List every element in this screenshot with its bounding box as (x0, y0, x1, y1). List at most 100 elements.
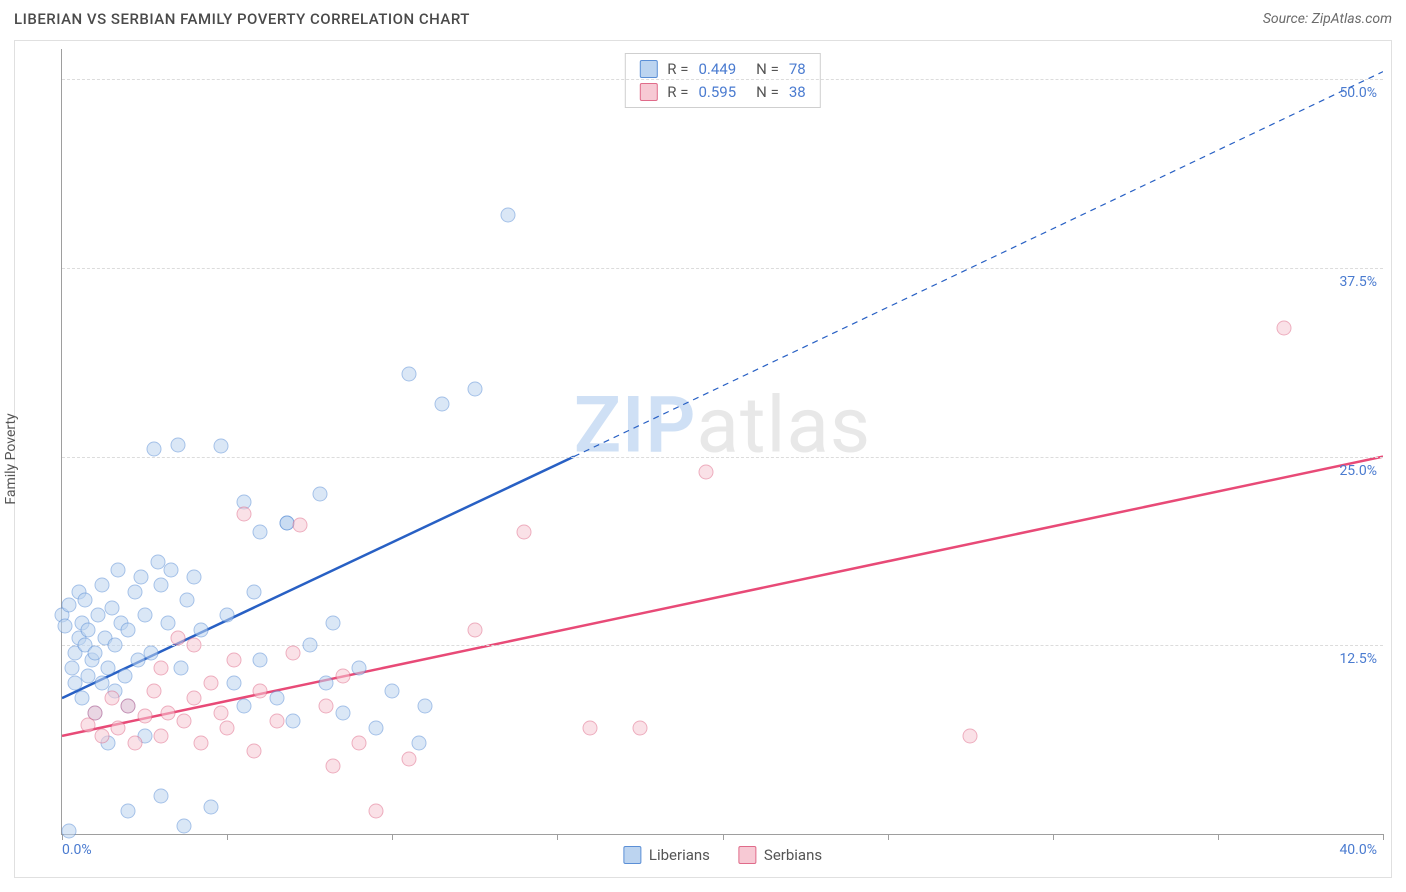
scatter-point (583, 721, 598, 736)
scatter-point (418, 698, 433, 713)
xtick (227, 834, 228, 840)
scatter-point (137, 608, 152, 623)
scatter-point (173, 660, 188, 675)
scatter-point (246, 743, 261, 758)
scatter-point (213, 706, 228, 721)
scatter-point (319, 676, 334, 691)
scatter-point (632, 721, 647, 736)
scatter-point (111, 721, 126, 736)
swatch-series2 (639, 83, 657, 101)
x-max-label: 40.0% (1339, 842, 1377, 858)
scatter-point (312, 487, 327, 502)
scatter-point (368, 721, 383, 736)
scatter-point (226, 653, 241, 668)
scatter-point (154, 728, 169, 743)
scatter-point (121, 804, 136, 819)
scatter-point (467, 623, 482, 638)
scatter-point (187, 570, 202, 585)
scatter-point (137, 709, 152, 724)
source-text: Source: ZipAtlas.com (1263, 11, 1392, 27)
scatter-point (144, 645, 159, 660)
scatter-point (401, 366, 416, 381)
legend-label-2: Serbians (764, 846, 822, 864)
r-value-1: 0.449 (698, 58, 736, 81)
scatter-point (117, 668, 132, 683)
stats-row-1: R = 0.449 N = 78 (639, 58, 805, 81)
x-origin-label: 0.0% (62, 842, 92, 858)
scatter-point (177, 713, 192, 728)
r-value-2: 0.595 (698, 81, 736, 104)
scatter-point (236, 698, 251, 713)
n-value-2: 38 (789, 81, 806, 104)
scatter-point (61, 823, 76, 838)
scatter-point (121, 698, 136, 713)
scatter-point (385, 683, 400, 698)
scatter-point (64, 660, 79, 675)
scatter-point (203, 676, 218, 691)
scatter-point (292, 517, 307, 532)
watermark: ZIPatlas (574, 380, 871, 471)
scatter-point (160, 706, 175, 721)
n-label-2: N = (756, 81, 779, 104)
scatter-point (104, 600, 119, 615)
scatter-point (467, 381, 482, 396)
gridline (62, 645, 1383, 646)
scatter-point (963, 728, 978, 743)
scatter-point (88, 645, 103, 660)
scatter-point (236, 506, 251, 521)
scatter-point (226, 676, 241, 691)
scatter-point (121, 623, 136, 638)
scatter-point (187, 691, 202, 706)
stats-legend: R = 0.449 N = 78 R = 0.595 N = 38 (624, 53, 820, 108)
scatter-point (286, 645, 301, 660)
ytick-label: 37.5% (1339, 274, 1377, 290)
scatter-point (517, 525, 532, 540)
legend-label-1: Liberians (649, 846, 710, 864)
scatter-point (203, 799, 218, 814)
scatter-point (269, 691, 284, 706)
xtick (1218, 834, 1219, 840)
series-legend: Liberians Serbians (623, 846, 822, 864)
n-value-1: 78 (789, 58, 806, 81)
scatter-point (170, 437, 185, 452)
xtick (723, 834, 724, 840)
scatter-point (335, 668, 350, 683)
scatter-point (104, 691, 119, 706)
scatter-point (147, 683, 162, 698)
scatter-point (220, 721, 235, 736)
scatter-point (78, 593, 93, 608)
trendlines-svg (62, 49, 1383, 834)
y-axis-label: Family Poverty (3, 413, 19, 504)
scatter-point (302, 638, 317, 653)
scatter-point (187, 638, 202, 653)
watermark-part2: atlas (697, 380, 872, 471)
scatter-point (127, 585, 142, 600)
scatter-point (61, 597, 76, 612)
scatter-point (107, 638, 122, 653)
scatter-point (253, 683, 268, 698)
scatter-point (127, 736, 142, 751)
xtick (1383, 834, 1384, 840)
scatter-point (101, 660, 116, 675)
watermark-part1: ZIP (574, 380, 697, 471)
ytick-label: 12.5% (1339, 651, 1377, 667)
scatter-point (88, 706, 103, 721)
gridline (62, 457, 1383, 458)
scatter-point (180, 593, 195, 608)
gridline (62, 79, 1383, 80)
scatter-point (177, 819, 192, 834)
stats-row-2: R = 0.595 N = 38 (639, 81, 805, 104)
scatter-point (434, 396, 449, 411)
scatter-point (368, 804, 383, 819)
scatter-point (81, 623, 96, 638)
scatter-point (401, 751, 416, 766)
scatter-point (111, 562, 126, 577)
scatter-point (58, 618, 73, 633)
legend-swatch-1 (623, 846, 641, 864)
scatter-point (94, 577, 109, 592)
xtick (888, 834, 889, 840)
scatter-point (147, 442, 162, 457)
xtick (392, 834, 393, 840)
scatter-point (352, 660, 367, 675)
r-label-1: R = (667, 58, 688, 81)
